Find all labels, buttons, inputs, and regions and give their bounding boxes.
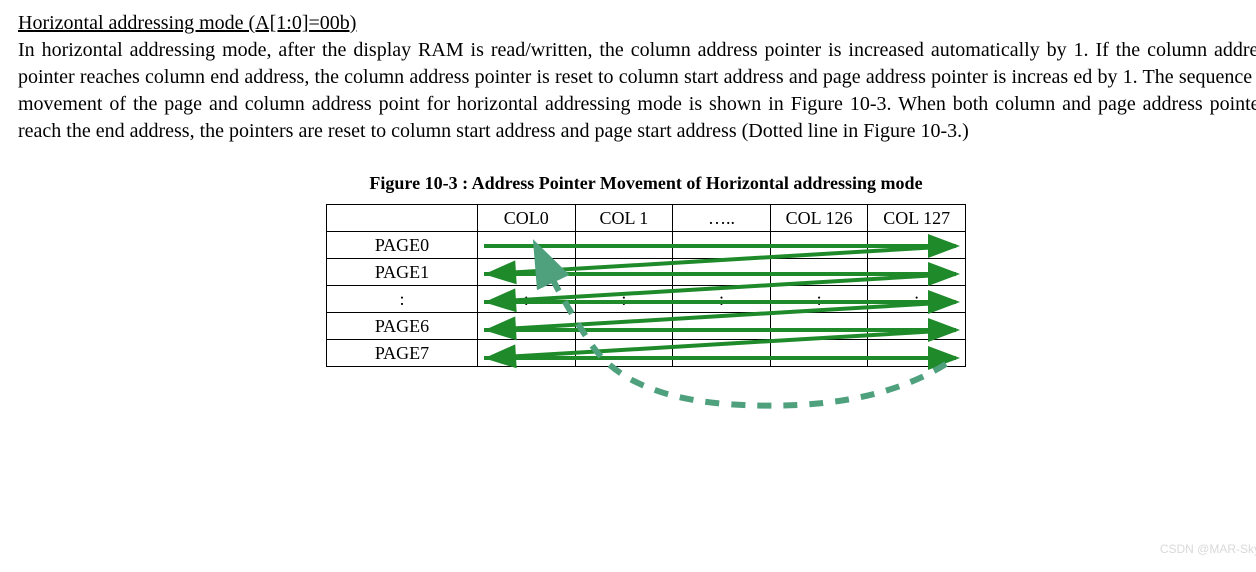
dots-cell: : [478,286,576,313]
header-blank [327,205,478,232]
table-row: PAGE7 [327,340,966,367]
table-row: PAGE1 [327,259,966,286]
figure-caption: Figure 10-3 : Address Pointer Movement o… [18,173,1256,194]
row-header: PAGE6 [327,313,478,340]
col-header: COL 1 [575,205,673,232]
section-paragraph: In horizontal addressing mode, after the… [18,37,1256,145]
dots-cell: : [770,286,868,313]
col-header: COL 127 [868,205,966,232]
col-header: COL0 [478,205,576,232]
address-table: COL0 COL 1 ….. COL 126 COL 127 PAGE0 PAG… [326,204,966,367]
row-header: PAGE0 [327,232,478,259]
row-header: PAGE1 [327,259,478,286]
dots-cell: : [868,286,966,313]
section-heading: Horizontal addressing mode (A[1:0]=00b) [18,12,1256,35]
col-header: COL 126 [770,205,868,232]
row-header: : [327,286,478,313]
table-row: PAGE6 [327,313,966,340]
table-header-row: COL0 COL 1 ….. COL 126 COL 127 [327,205,966,232]
table-row: PAGE0 [327,232,966,259]
figure-diagram: COL0 COL 1 ….. COL 126 COL 127 PAGE0 PAG… [326,204,966,367]
row-header: PAGE7 [327,340,478,367]
watermark: CSDN @MAR-Sky [1160,542,1256,556]
col-header: ….. [673,205,771,232]
dots-cell: : [575,286,673,313]
table-row: : : : : : : [327,286,966,313]
dots-cell: : [673,286,771,313]
